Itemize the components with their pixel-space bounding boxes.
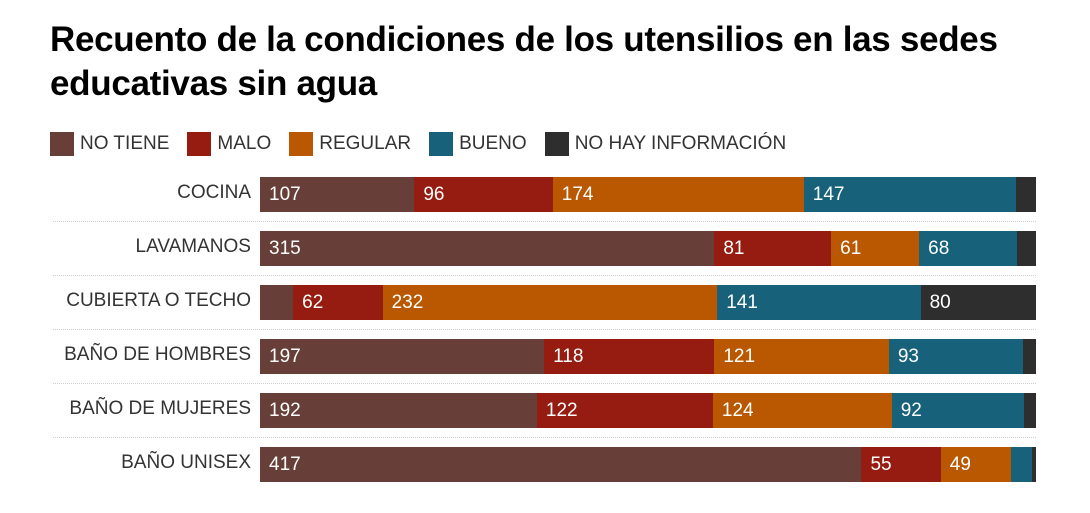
legend-item-bueno: BUENO bbox=[429, 132, 527, 156]
bar-segment-no-hay-informaci-n[interactable]: 80 bbox=[920, 285, 1036, 320]
data-label: 55 bbox=[870, 454, 892, 475]
bar-segment-malo[interactable]: 55 bbox=[861, 447, 941, 482]
bar-segment-regular[interactable]: 232 bbox=[382, 285, 718, 320]
legend-swatch bbox=[187, 132, 212, 156]
row-divider bbox=[53, 221, 1036, 222]
bar-segment-bueno[interactable]: 92 bbox=[891, 393, 1025, 428]
legend-item-no-hay-informacion: NO HAY INFORMACIÓN bbox=[544, 132, 787, 156]
bar-segment-regular[interactable]: 174 bbox=[552, 177, 804, 212]
chart-title: Recuento de la condiciones de los utensi… bbox=[50, 20, 998, 103]
bar-row: CUBIERTA O TECHO 62 232 141 80 bbox=[0, 283, 1090, 337]
bar-row: BAÑO DE MUJERES 192 122 124 92 bbox=[0, 391, 1090, 445]
category-label: COCINA bbox=[177, 182, 251, 203]
bar-segment-bueno[interactable]: 141 bbox=[717, 285, 921, 320]
bar-segment-regular[interactable]: 121 bbox=[714, 339, 889, 374]
category-label: LAVAMANOS bbox=[135, 236, 251, 257]
data-label: 141 bbox=[726, 292, 758, 313]
bar-segment-no-hay-informaci-n[interactable] bbox=[1024, 393, 1036, 428]
data-label: 124 bbox=[721, 400, 754, 421]
bar-segment-no-tiene[interactable]: 192 bbox=[260, 393, 537, 428]
bar-segment-no-tiene[interactable] bbox=[260, 285, 294, 320]
bar-segment-bueno[interactable] bbox=[1011, 447, 1032, 482]
stacked-bar-chart: COCINA 107 96 174 147 LAVAMANOS 315 81 61 68 CUBIE… bbox=[0, 175, 1090, 495]
data-label: 81 bbox=[723, 238, 745, 259]
data-label: 174 bbox=[561, 184, 594, 205]
stacked-bar: 197 118 121 93 bbox=[260, 339, 1036, 374]
bar-segment-no-hay-informaci-n[interactable] bbox=[1031, 447, 1036, 482]
bar-row: BAÑO UNISEX 417 55 49 bbox=[0, 445, 1090, 499]
bar-segment-no-tiene[interactable]: 315 bbox=[260, 231, 715, 266]
data-label: 80 bbox=[929, 292, 951, 313]
data-label: 68 bbox=[928, 238, 950, 259]
bar-segment-regular[interactable]: 49 bbox=[940, 447, 1012, 482]
data-label: 147 bbox=[812, 184, 845, 205]
data-label: 61 bbox=[840, 238, 862, 259]
bar-segment-regular[interactable]: 124 bbox=[712, 393, 892, 428]
data-label: 93 bbox=[897, 346, 919, 367]
data-label: 315 bbox=[269, 238, 301, 259]
bar-segment-bueno[interactable]: 68 bbox=[919, 231, 1018, 266]
data-label: 122 bbox=[545, 400, 578, 421]
bar-segment-malo[interactable]: 62 bbox=[293, 285, 383, 320]
bar-segment-no-tiene[interactable]: 197 bbox=[260, 339, 545, 374]
bar-segment-bueno[interactable]: 93 bbox=[888, 339, 1023, 374]
legend-label: NO HAY INFORMACIÓN bbox=[574, 133, 787, 154]
legend-item-malo: MALO bbox=[187, 132, 271, 156]
category-label: BAÑO UNISEX bbox=[121, 452, 251, 473]
category-label: CUBIERTA O TECHO bbox=[66, 290, 251, 311]
data-label: 62 bbox=[302, 292, 324, 313]
row-divider bbox=[53, 275, 1036, 276]
bar-segment-no-hay-informaci-n[interactable] bbox=[1022, 339, 1036, 374]
stacked-bar: 417 55 49 bbox=[260, 447, 1036, 482]
row-divider bbox=[53, 383, 1036, 384]
category-label: BAÑO DE HOMBRES bbox=[64, 344, 251, 365]
legend-item-regular: REGULAR bbox=[289, 132, 411, 156]
bar-row: COCINA 107 96 174 147 bbox=[0, 175, 1090, 229]
bar-segment-no-tiene[interactable]: 417 bbox=[260, 447, 862, 482]
stacked-bar: 315 81 61 68 bbox=[260, 231, 1036, 266]
bar-segment-no-hay-informaci-n[interactable] bbox=[1017, 231, 1036, 266]
legend-swatch bbox=[429, 132, 454, 156]
row-divider bbox=[53, 437, 1036, 438]
data-label: 232 bbox=[391, 292, 424, 313]
legend-swatch bbox=[50, 132, 74, 156]
bar-row: LAVAMANOS 315 81 61 68 bbox=[0, 229, 1090, 283]
bar-segment-no-hay-informaci-n[interactable] bbox=[1015, 177, 1036, 212]
bar-segment-malo[interactable]: 96 bbox=[414, 177, 553, 212]
legend-label: REGULAR bbox=[319, 133, 412, 154]
bar-segment-bueno[interactable]: 147 bbox=[803, 177, 1016, 212]
stacked-bar: 107 96 174 147 bbox=[260, 177, 1036, 212]
legend-swatch bbox=[544, 132, 569, 156]
data-label: 121 bbox=[723, 346, 756, 367]
bar-segment-regular[interactable]: 61 bbox=[831, 231, 920, 266]
data-label: 192 bbox=[269, 400, 301, 421]
data-label: 197 bbox=[269, 346, 301, 367]
data-label: 107 bbox=[269, 184, 301, 205]
bar-segment-malo[interactable]: 122 bbox=[536, 393, 713, 428]
bar-row: BAÑO DE HOMBRES 197 118 121 93 bbox=[0, 337, 1090, 391]
category-label: BAÑO DE MUJERES bbox=[69, 398, 251, 419]
bar-segment-malo[interactable]: 118 bbox=[544, 339, 715, 374]
data-label: 118 bbox=[553, 346, 584, 367]
legend-item-no-tiene: NO TIENE bbox=[50, 132, 169, 156]
legend-label: NO TIENE bbox=[80, 133, 170, 154]
stacked-bar: 192 122 124 92 bbox=[260, 393, 1036, 428]
legend-label: MALO bbox=[217, 133, 272, 154]
bar-segment-no-tiene[interactable]: 107 bbox=[260, 177, 415, 212]
data-label: 96 bbox=[423, 184, 445, 205]
data-label: 49 bbox=[949, 454, 971, 475]
data-label: 92 bbox=[900, 400, 922, 421]
data-label: 417 bbox=[269, 454, 301, 475]
legend-label: BUENO bbox=[459, 133, 527, 154]
legend: NO TIENE MALO REGULAR BUENO NO HAY INFOR… bbox=[50, 132, 804, 156]
stacked-bar: 62 232 141 80 bbox=[260, 285, 1036, 320]
row-divider bbox=[53, 329, 1036, 330]
legend-swatch bbox=[289, 132, 314, 156]
bar-segment-malo[interactable]: 81 bbox=[714, 231, 832, 266]
